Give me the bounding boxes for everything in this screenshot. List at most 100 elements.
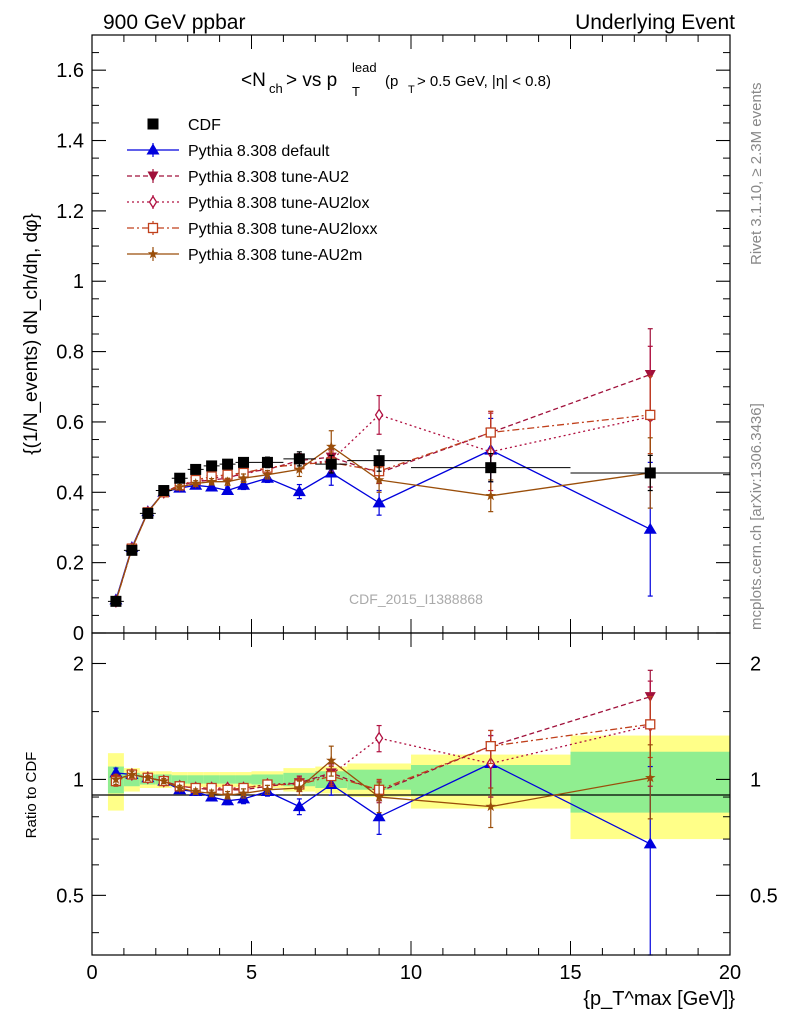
- x-tick-label: 10: [400, 962, 422, 984]
- plot-title: <N ch > vs p lead T (p T > 0.5 GeV, |η| …: [241, 60, 551, 99]
- ratio-band-inner: [203, 775, 220, 784]
- main-series-data: [107, 449, 730, 607]
- main-point-default: [221, 484, 235, 496]
- ratio-point-au2m: [373, 791, 385, 802]
- ratio-point-au2m: [262, 784, 273, 795]
- x-tick-label: 0: [86, 962, 97, 984]
- main-point-au2m: [238, 472, 249, 483]
- title-sup-lead: lead: [352, 60, 377, 75]
- ratio-point-default: [292, 800, 306, 812]
- main-point-data: [126, 544, 138, 556]
- main-y-tick-label: 1.4: [56, 131, 84, 153]
- main-point-data: [238, 456, 250, 468]
- legend-label-data: CDF: [188, 117, 221, 134]
- ratio-y-tick-label-right: 0.5: [750, 885, 778, 907]
- main-point-data: [644, 467, 656, 479]
- main-point-au2m: [373, 474, 385, 485]
- main-y-tick-label: 0.8: [56, 342, 84, 364]
- main-y-tick-label: 0.4: [56, 482, 84, 504]
- legend-marker-au2loxx: [147, 222, 159, 234]
- legend-label-au2m: Pythia 8.308 tune-AU2m: [188, 247, 362, 264]
- x-tick-label: 15: [559, 962, 581, 984]
- ratio-point-au2loxx: [485, 741, 496, 752]
- ratio-point-au2m: [142, 772, 154, 783]
- ratio-y-tick-label-right: 1: [750, 769, 761, 791]
- ratio-point-au2m: [110, 773, 122, 784]
- title-cut-rest: > 0.5 GeV, |η| < 0.8): [417, 73, 551, 90]
- main-point-au2loxx: [485, 427, 496, 438]
- analysis-watermark: CDF_2015_I1388868: [349, 591, 483, 607]
- main-y-tick-label: 0.2: [56, 553, 84, 575]
- x-tick-label: 20: [719, 962, 741, 984]
- ratio-series-au2m: [110, 744, 656, 829]
- ratio-panel: 0.5 0.51 12 20 5 10 15 20 Ratio to CDF: [23, 632, 778, 984]
- ratio-point-au2m: [645, 772, 656, 783]
- mcplots-reference-text: mcplots.cern.ch [arXiv:1306.3436]: [748, 403, 765, 630]
- main-y-tick-label: 1.2: [56, 201, 84, 223]
- main-point-data: [174, 472, 186, 484]
- main-y-tick-label: 1.6: [56, 60, 84, 82]
- legend-label-default: Pythia 8.308 default: [188, 143, 330, 160]
- title-part-n: <N: [241, 70, 266, 91]
- header-left: 900 GeV ppbar: [103, 11, 245, 34]
- main-point-au2lox: [374, 408, 384, 422]
- ratio-point-au2m: [222, 789, 233, 800]
- legend-label-au2loxx: Pythia 8.308 tune-AU2loxx: [188, 221, 377, 238]
- legend-label-au2: Pythia 8.308 tune-AU2: [188, 169, 349, 186]
- main-line-au2loxx: [115, 414, 651, 602]
- ratio-point-au2m: [238, 787, 249, 798]
- main-y-axis-label: {(1/N_events) dN_ch/dη, dφ}: [21, 213, 42, 455]
- ratio-y-tick-label-right: 2: [750, 653, 761, 675]
- main-point-au2m: [485, 490, 496, 501]
- ratio-point-au2loxx: [645, 719, 656, 730]
- legend-marker-data: [147, 118, 159, 130]
- main-point-data: [206, 460, 218, 472]
- ratio-point-au2lox: [374, 731, 384, 745]
- ratio-point-au2m: [485, 801, 496, 812]
- ratio-point-default: [643, 837, 657, 849]
- ratio-point-default: [372, 810, 386, 822]
- title-part-vs: > vs p: [286, 70, 337, 91]
- main-point-au2m: [206, 476, 217, 487]
- x-axis-label: {p_T^max [GeV]}: [583, 988, 735, 1010]
- main-point-data: [261, 456, 273, 468]
- main-point-data: [158, 485, 170, 497]
- main-point-au2loxx: [645, 409, 656, 421]
- rivet-version-text: Rivet 3.1.10, ≥ 2.3M events: [748, 83, 765, 266]
- ratio-band-inner: [187, 775, 204, 784]
- main-point-au2m: [262, 469, 273, 480]
- legend-label-au2lox: Pythia 8.308 tune-AU2lox: [188, 195, 369, 212]
- ratio-point-au2m: [190, 786, 201, 796]
- legend: CDF Pythia 8.308 default Pythia 8.308 tune…: [127, 117, 377, 264]
- x-tick-label: 5: [246, 962, 257, 984]
- main-point-au2m: [326, 441, 337, 451]
- ratio-point-au2m: [158, 775, 169, 786]
- ratio-point-default: [109, 766, 123, 778]
- main-point-data: [110, 595, 122, 607]
- main-panel: 0.2 0.4 0.6 0.8 1 1.2 1.4 1.6 0 CDF Pythia 8.308 …: [21, 34, 731, 645]
- main-point-data: [373, 455, 385, 467]
- main-point-data: [142, 507, 154, 519]
- main-point-data: [222, 458, 234, 470]
- ratio-band-inner: [171, 775, 188, 784]
- main-y-tick-label: 0.6: [56, 412, 84, 434]
- main-point-default: [237, 478, 251, 490]
- ratio-point-au2m: [206, 787, 217, 798]
- main-point-data: [190, 463, 202, 475]
- main-point-au2m: [294, 463, 305, 474]
- main-point-data: [325, 458, 337, 470]
- main-point-au2m: [222, 476, 233, 487]
- ratio-point-au2m: [174, 782, 185, 793]
- ratio-point-default: [221, 794, 235, 806]
- main-line-au2lox: [115, 414, 651, 602]
- legend-marker-default: [146, 143, 160, 155]
- ratio-y-tick-label: 0.5: [56, 885, 84, 907]
- main-point-au2m: [174, 481, 185, 492]
- ratio-band-inner: [235, 775, 252, 784]
- legend-marker-au2: [147, 171, 159, 182]
- main-point-default: [292, 485, 306, 497]
- ratio-point-au2m: [126, 769, 138, 779]
- main-point-data: [485, 462, 497, 474]
- main-point-default: [372, 496, 386, 508]
